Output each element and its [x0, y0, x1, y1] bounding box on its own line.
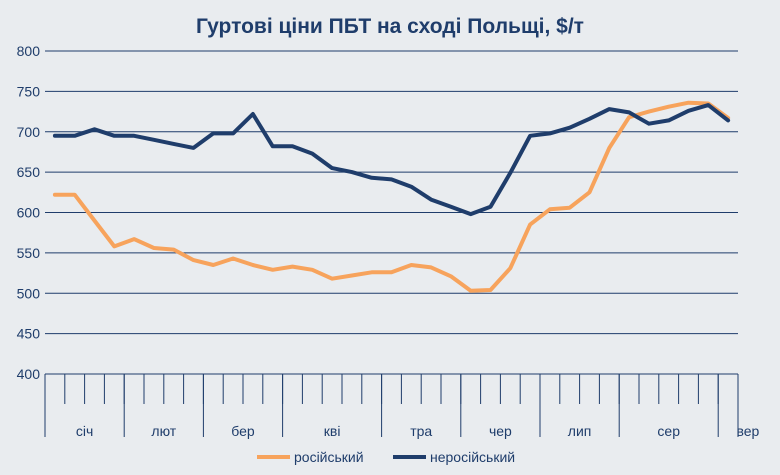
y-tick-label: 400 [17, 366, 41, 382]
x-month-label: лип [568, 423, 592, 439]
y-tick-label: 550 [17, 245, 41, 261]
series-line-russian [52, 100, 731, 293]
x-month-label: чер [489, 423, 512, 439]
x-axis: січ лют бер кві тра чер лип сер вер [44, 374, 760, 439]
series-lines [52, 100, 731, 293]
x-month-label: лют [151, 423, 176, 439]
y-tick-label: 500 [17, 285, 41, 301]
y-tick-label: 650 [17, 164, 41, 180]
y-tick-label: 800 [17, 43, 41, 59]
y-tick-label: 750 [17, 83, 41, 99]
legend: російський неросійський [257, 449, 515, 465]
x-month-label: бер [231, 423, 255, 439]
x-month-label: тра [410, 423, 432, 439]
x-month-label: вер [736, 423, 759, 439]
y-tick-label: 600 [17, 205, 41, 221]
series-line-non-russian [52, 103, 731, 217]
legend-label-non-russian: неросійський [430, 449, 515, 465]
y-tick-label: 700 [17, 124, 41, 140]
x-month-label: січ [76, 423, 93, 439]
x-month-label: кві [324, 423, 341, 439]
grid-lines [45, 50, 738, 375]
y-axis-ticks: 400 450 500 550 600 650 700 750 800 [17, 43, 41, 382]
y-tick-label: 450 [17, 326, 41, 342]
chart-title: Гуртові ціни ПБТ на сході Польщі, $/т [196, 15, 584, 38]
legend-label-russian: російський [294, 449, 364, 465]
x-month-label: сер [657, 423, 680, 439]
